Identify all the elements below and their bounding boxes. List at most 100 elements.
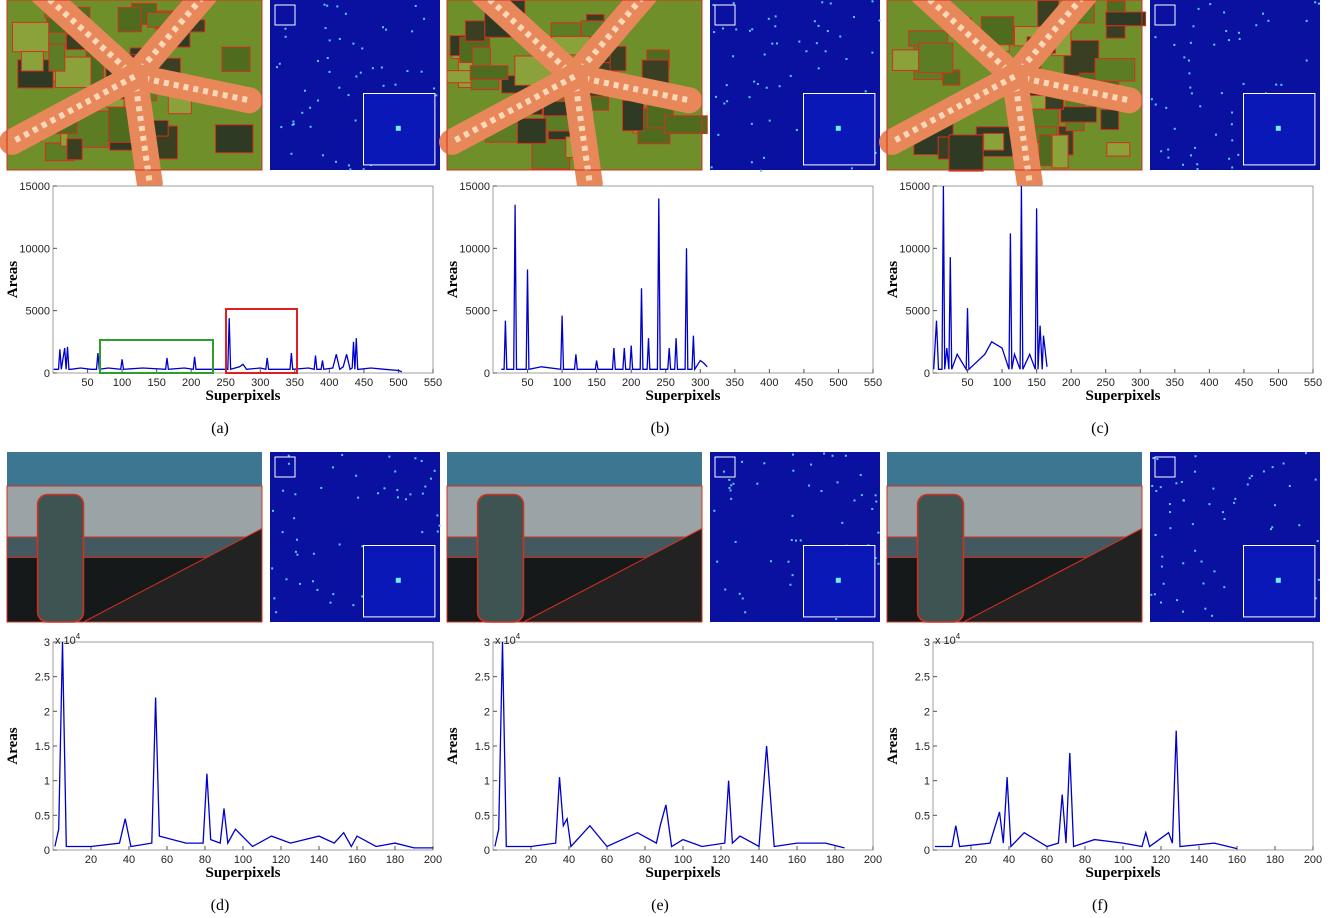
matrix-dot: [1159, 601, 1162, 604]
matrix-dot: [799, 539, 802, 542]
matrix-dot: [853, 499, 856, 502]
y-tick-label: 0: [924, 368, 930, 380]
matrix-dot: [1165, 106, 1168, 109]
y-tick-label: 2.5: [915, 672, 930, 684]
matrix-dot: [826, 30, 829, 33]
matrix-dot: [762, 156, 765, 159]
superpixel: [20, 51, 44, 72]
y-axis-label: Areas: [445, 261, 461, 298]
matrix-dot: [336, 5, 339, 8]
matrix-dot: [1160, 565, 1163, 568]
matrix-dot: [1234, 497, 1237, 500]
superpixel: [117, 7, 143, 33]
data-line: [934, 730, 1238, 850]
matrix-dot: [726, 100, 729, 103]
caption: (a): [211, 420, 229, 437]
x-axis-label: Superpixels: [645, 388, 720, 404]
matrix-dot: [1305, 59, 1308, 62]
y-scale-exponent: 4: [516, 632, 521, 641]
x-tick-label: 400: [320, 377, 338, 389]
matrix-dot: [1176, 599, 1179, 602]
x-tick-label: 60: [161, 854, 173, 866]
y-tick-label: 5000: [466, 306, 490, 318]
matrix-dot: [414, 4, 417, 7]
matrix-dot: [791, 514, 794, 517]
matrix-dot: [795, 128, 798, 131]
matrix-dot: [394, 83, 397, 86]
x-tick-label: 450: [795, 377, 813, 389]
x-tick-label: 300: [691, 377, 709, 389]
x-tick-label: 60: [601, 854, 613, 866]
matrix-dot: [409, 493, 412, 496]
matrix-dot: [344, 12, 347, 15]
matrix-dot: [859, 473, 862, 476]
photo: [439, 0, 708, 197]
matrix-dot: [808, 484, 811, 487]
x-tick-label: 200: [622, 377, 640, 389]
x-tick-label: 50: [521, 377, 533, 389]
matrix-dot: [275, 66, 278, 69]
matrix-dot: [282, 489, 285, 492]
matrix-dot: [1242, 82, 1245, 85]
matrix-dot: [1246, 483, 1249, 486]
matrix-dot: [371, 67, 374, 70]
matrix-dot: [1154, 36, 1157, 39]
matrix-dot: [789, 74, 792, 77]
matrix-dot: [850, 167, 853, 170]
matrix-dot: [1255, 24, 1258, 27]
hill: [83, 527, 263, 623]
matrix-dot: [359, 71, 362, 74]
x-axis-label: Superpixels: [1085, 388, 1160, 404]
matrix-dot: [362, 168, 365, 171]
matrix-dot: [338, 86, 341, 89]
x-tick-label: 160: [1228, 854, 1246, 866]
matrix-dot: [329, 601, 332, 604]
star-arm-dots: [45, 0, 137, 79]
x-tick-label: 180: [386, 854, 404, 866]
matrix-dot: [724, 588, 727, 591]
matrix-dot: [414, 457, 417, 460]
y-tick-label: 2.5: [475, 672, 490, 684]
y-tick-label: 0: [484, 845, 490, 857]
x-tick-label: 60: [1041, 854, 1053, 866]
superpixel: [469, 65, 509, 80]
x-axis-label: Superpixels: [645, 865, 720, 881]
matrix-dot: [355, 474, 358, 477]
matrix-dot: [774, 25, 777, 28]
matrix-dot: [1150, 593, 1153, 596]
matrix-dot: [1153, 593, 1156, 596]
matrix-dot: [877, 562, 880, 565]
y-tick-label: 0: [484, 368, 490, 380]
x-tick-label: 80: [199, 854, 211, 866]
matrix-dot: [732, 482, 735, 485]
y-tick-label: 1: [484, 776, 490, 788]
x-axis-label: Superpixels: [205, 388, 280, 404]
matrix-dot: [1280, 83, 1283, 86]
matrix: [710, 0, 881, 172]
matrix-dot: [1267, 19, 1270, 22]
matrix-dot: [355, 75, 358, 78]
photo: [446, 452, 703, 623]
star-arm: [561, 63, 703, 114]
matrix-dot: [1190, 92, 1193, 95]
matrix-dot: [420, 460, 423, 463]
superpixel: [66, 138, 83, 161]
x-tick-label: 350: [726, 377, 744, 389]
matrix-dot: [823, 452, 826, 455]
matrix-dot: [738, 592, 741, 595]
matrix-dot: [1155, 489, 1158, 492]
matrix-dot: [1159, 486, 1162, 489]
matrix-dot: [347, 94, 350, 97]
matrix-dot: [734, 540, 737, 543]
matrix-dot: [741, 597, 744, 600]
matrix-dot: [1230, 123, 1233, 126]
caption: (c): [1091, 420, 1109, 437]
x-tick-label: 160: [348, 854, 366, 866]
y-tick-label: 0.5: [35, 810, 50, 822]
matrix-dot: [377, 492, 380, 495]
matrix-dot: [1189, 86, 1192, 89]
matrix-dot: [721, 27, 724, 30]
matrix-dot: [1282, 462, 1285, 465]
matrix-dot: [436, 530, 439, 533]
matrix-dot: [1273, 504, 1276, 507]
